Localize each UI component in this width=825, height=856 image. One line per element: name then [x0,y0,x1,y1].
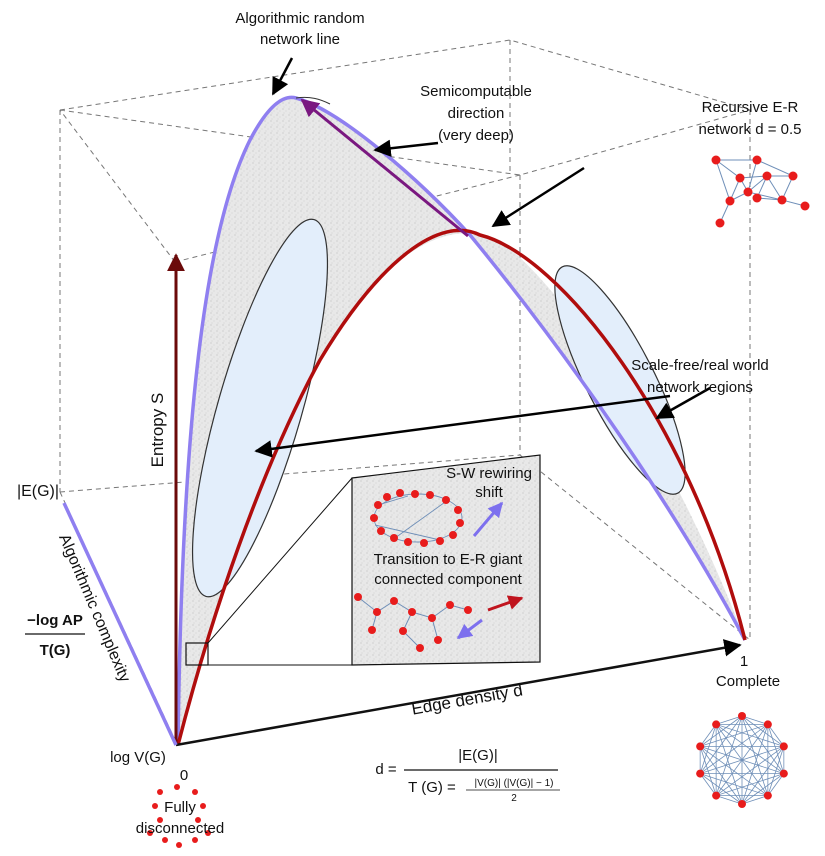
formula-tg-label: T (G) = [408,779,456,796]
complete-graph-edge [700,773,768,796]
complete-graph-edge [716,773,784,796]
pointer-semicomputable [373,139,439,157]
complete-graph-edge [767,773,785,796]
label-transition-1: Transition to E-R giant [374,551,524,568]
giant-component-network-icon [354,593,472,652]
complete-graph-edge [699,724,717,747]
complete-graph-node [763,791,772,800]
disconnected-label: disconnected [136,820,224,837]
zoom-source-box [185,642,209,666]
transition-arrow-blue [456,618,483,640]
formula-tg-numerator: |V(G)| (|V(G)| − 1) [474,778,553,789]
algorithmic-complexity-axis-label: Algorithmic complexity [55,532,133,685]
er-network-icon [711,155,810,228]
complete-label: Complete [716,673,780,690]
label-sw-rewiring-2: shift [475,484,503,501]
complete-graph-edge [699,715,743,774]
transition-arrow-red [487,595,524,612]
entropy-curve [176,228,747,746]
complete-graph-node [712,791,721,800]
complete-graph-node [779,769,788,778]
complete-graph-node [712,720,721,729]
pointer-scale-free-left [254,394,671,458]
formula-numerator: |E(G)| [458,747,497,764]
log-v-label: log V(G) [110,749,166,766]
disconnected-nodes-icon [147,784,211,848]
complete-graph-edge [699,773,743,805]
complete-graph-edge [716,724,784,747]
one-label: 1 [740,653,748,670]
complete-graph-edge [767,724,785,747]
complete-graph-node [696,769,705,778]
complete-graph-edge [699,724,717,774]
complete-graph-edge [699,773,717,796]
fully-label: Fully [164,799,196,816]
neg-log-ap-label: −log AP [27,612,83,629]
semicomputable-arrow [300,98,469,238]
pointer-recursive-er [491,166,585,228]
label-recursive-er-2: network d = 0.5 [699,121,802,138]
complete-graph-edge [741,746,785,805]
label-recursive-er-1: Recursive E-R [702,99,799,116]
edge-count-label: |E(G)| [17,483,59,500]
complete-graph-node [738,712,746,720]
label-scale-free-1: Scale-free/real world [631,357,769,374]
ring-network-icon [370,489,464,547]
label-sw-rewiring-1: S-W rewiring [446,465,532,482]
scale-free-region-right [554,265,686,495]
label-transition-2: connected component [374,571,522,588]
edge-density-axis-label: Edge density d [410,680,524,718]
complete-graph-edge [716,795,743,805]
label-random-line-1: Algorithmic random [235,10,364,27]
complete-graph-edge [741,715,785,774]
pointer-random-line [271,57,294,96]
label-random-line-2: network line [260,31,340,48]
complete-graph-node [763,720,772,729]
complete-graph-edge [715,724,785,774]
tg-denominator-label: T(G) [40,642,71,659]
complete-graph-edge [715,724,769,796]
label-semicomputable-2: direction [448,105,505,122]
pointer-scale-free-right [655,386,711,420]
complete-graph-node [779,742,788,751]
complete-graph-edge [699,746,717,796]
complete-graph-edge [699,746,769,796]
label-scale-free-2: network regions [647,379,753,396]
complete-graph-edge [699,746,743,805]
complete-graph-edge [741,715,768,725]
complete-graph-icon [696,712,788,808]
complete-graph-edge [741,795,768,805]
algorithmic-complexity-axis [62,502,178,746]
complete-graph-edge [716,715,743,725]
complete-graph-edge [700,724,768,747]
complete-graph-node [738,800,746,808]
complete-graph-node [696,742,705,751]
edge-density-axis [175,639,742,747]
label-semicomputable-1: Semicomputable [420,83,532,100]
zero-label: 0 [180,767,188,784]
complete-graph-edge [715,724,743,805]
entropy-axis-label: Entropy S [148,393,167,468]
label-semicomputable-3: (very deep) [438,127,514,144]
formula-d-label: d = [375,761,397,778]
sw-rewiring-arrow [472,501,504,537]
formula-tg-denominator: 2 [511,793,517,804]
scale-free-region-left [191,218,329,598]
